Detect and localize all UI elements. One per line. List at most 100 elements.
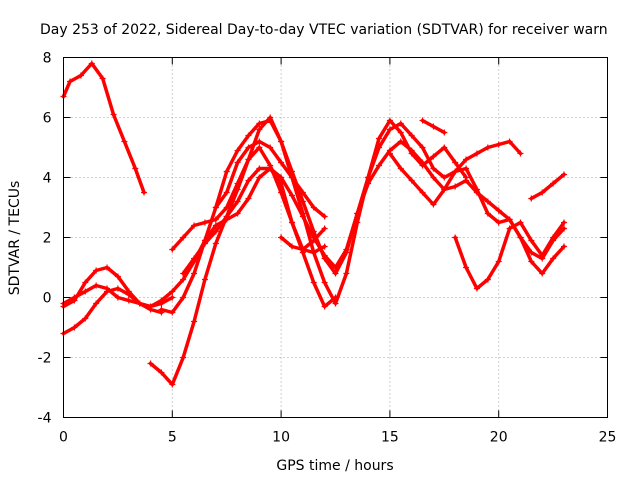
data-point-marker bbox=[430, 201, 437, 208]
data-point-marker bbox=[82, 279, 89, 286]
data-point-marker bbox=[267, 165, 274, 172]
data-point-marker bbox=[473, 150, 480, 157]
data-point-marker bbox=[397, 129, 404, 136]
data-point-marker bbox=[376, 144, 383, 151]
data-point-marker bbox=[114, 294, 121, 301]
data-point-marker bbox=[180, 294, 187, 301]
data-point-marker bbox=[288, 174, 295, 181]
data-point-marker bbox=[158, 369, 165, 376]
y-axis-title: SDTVAR / TECUs bbox=[7, 181, 23, 296]
data-point-marker bbox=[299, 198, 306, 205]
data-point-marker bbox=[158, 306, 165, 313]
data-point-marker bbox=[147, 303, 154, 310]
data-point-marker bbox=[495, 141, 502, 148]
data-point-marker bbox=[452, 159, 459, 166]
data-point-marker bbox=[310, 204, 317, 211]
data-point-marker bbox=[517, 219, 524, 226]
data-point-marker bbox=[212, 240, 219, 247]
data-point-marker bbox=[430, 153, 437, 160]
data-point-marker bbox=[550, 234, 557, 241]
data-point-marker bbox=[245, 144, 252, 151]
data-point-marker bbox=[110, 111, 117, 118]
data-point-marker bbox=[104, 264, 111, 271]
data-point-marker bbox=[408, 147, 415, 154]
data-point-marker bbox=[321, 243, 328, 250]
data-point-marker bbox=[441, 144, 448, 151]
data-point-marker bbox=[88, 60, 95, 67]
data-point-marker bbox=[506, 138, 513, 145]
data-point-marker bbox=[67, 78, 74, 85]
data-point-marker bbox=[212, 204, 219, 211]
data-point-marker bbox=[99, 75, 106, 82]
data-point-marker bbox=[191, 255, 198, 262]
data-point-marker bbox=[223, 204, 230, 211]
series-track-1 bbox=[61, 61, 146, 195]
y-tick-label: 6 bbox=[43, 111, 52, 127]
data-point-marker bbox=[191, 318, 198, 325]
data-point-marker bbox=[550, 255, 557, 262]
x-tick-label: 0 bbox=[59, 430, 68, 446]
data-point-marker bbox=[245, 177, 252, 184]
data-point-marker bbox=[93, 300, 100, 307]
data-point-marker bbox=[539, 189, 546, 196]
data-point-marker bbox=[528, 249, 535, 256]
data-point-marker bbox=[180, 354, 187, 361]
data-point-marker bbox=[463, 156, 470, 163]
data-point-marker bbox=[212, 228, 219, 235]
data-point-marker bbox=[310, 279, 317, 286]
data-point-marker bbox=[278, 159, 285, 166]
data-point-marker bbox=[321, 279, 328, 286]
data-point-marker bbox=[288, 192, 295, 199]
data-point-marker bbox=[506, 216, 513, 223]
data-point-marker bbox=[121, 138, 128, 145]
data-point-marker bbox=[473, 285, 480, 292]
data-point-marker bbox=[147, 360, 154, 367]
series-group bbox=[60, 60, 567, 388]
x-tick-label: 25 bbox=[599, 430, 617, 446]
data-point-marker bbox=[201, 276, 208, 283]
data-point-marker bbox=[528, 195, 535, 202]
data-point-marker bbox=[408, 177, 415, 184]
series-track-12 bbox=[453, 220, 566, 291]
data-point-marker bbox=[245, 132, 252, 139]
data-point-marker bbox=[560, 243, 567, 250]
data-point-marker bbox=[212, 222, 219, 229]
data-point-marker bbox=[560, 225, 567, 232]
chart-title: Day 253 of 2022, Sidereal Day-to-day VTE… bbox=[40, 22, 608, 38]
data-point-marker bbox=[484, 198, 491, 205]
data-point-marker bbox=[484, 276, 491, 283]
grid bbox=[63, 57, 608, 418]
data-point-marker bbox=[201, 219, 208, 226]
data-point-marker bbox=[550, 180, 557, 187]
axis-ticks: 0 5 10 15 20 25 -4 -2 0 2 4 6 8 bbox=[38, 51, 617, 446]
data-point-marker bbox=[223, 168, 230, 175]
data-point-marker bbox=[539, 252, 546, 259]
data-point-marker bbox=[169, 309, 176, 316]
data-point-marker bbox=[256, 126, 263, 133]
data-point-marker bbox=[71, 294, 78, 301]
data-point-marker bbox=[332, 264, 339, 271]
data-point-marker bbox=[180, 276, 187, 283]
data-point-marker bbox=[430, 123, 437, 130]
data-point-marker bbox=[419, 117, 426, 124]
data-point-marker bbox=[343, 246, 350, 253]
data-point-marker bbox=[321, 303, 328, 310]
data-point-marker bbox=[386, 126, 393, 133]
data-point-marker bbox=[191, 222, 198, 229]
data-point-marker bbox=[223, 213, 230, 220]
data-point-marker bbox=[104, 285, 111, 292]
data-point-marker bbox=[256, 174, 263, 181]
data-point-marker bbox=[234, 210, 241, 217]
data-point-marker bbox=[256, 144, 263, 151]
data-point-marker bbox=[463, 264, 470, 271]
data-point-marker bbox=[463, 165, 470, 172]
data-point-marker bbox=[332, 300, 339, 307]
data-point-marker bbox=[506, 225, 513, 232]
data-point-marker bbox=[234, 147, 241, 154]
data-point-marker bbox=[278, 234, 285, 241]
data-point-marker bbox=[201, 240, 208, 247]
data-point-marker bbox=[452, 234, 459, 241]
data-point-marker bbox=[332, 270, 339, 277]
data-point-marker bbox=[419, 159, 426, 166]
